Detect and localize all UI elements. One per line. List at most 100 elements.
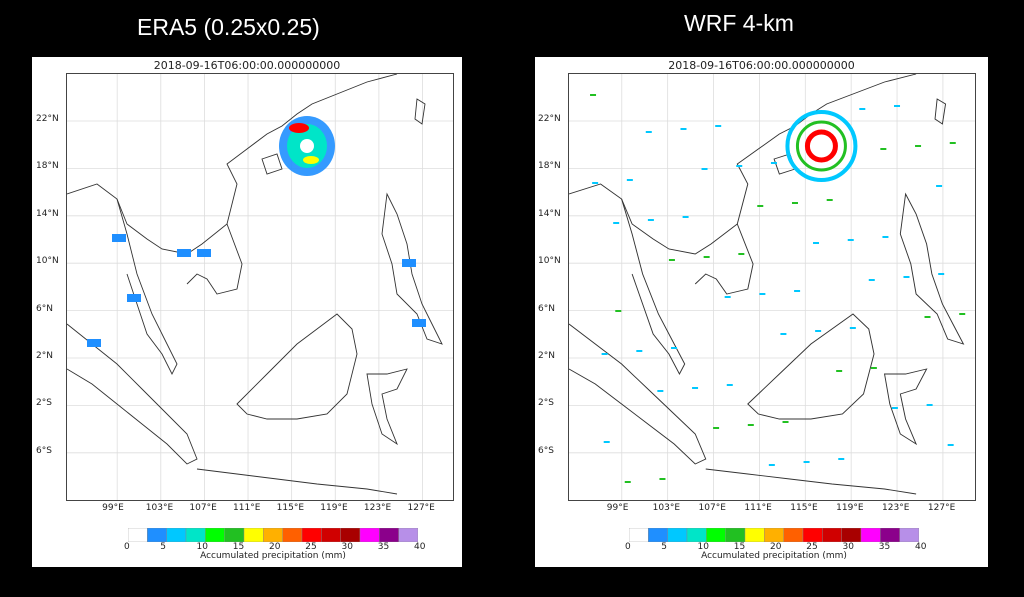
colorbar-tick: 15 — [232, 542, 245, 552]
rain-cell — [724, 296, 731, 298]
panel-heading-wrf: WRF 4-km — [684, 10, 794, 36]
colorbar-swatch — [127, 527, 148, 543]
colorbar — [127, 527, 419, 543]
rain-cell — [813, 242, 820, 244]
coastline — [196, 468, 398, 495]
rain-cell — [703, 256, 710, 258]
precipitation-field — [87, 116, 426, 347]
longitude-label: 123°E — [363, 503, 392, 513]
rain-cell — [680, 128, 687, 130]
rain-cell — [603, 441, 610, 443]
rain-cell — [636, 350, 643, 352]
coastline — [186, 223, 243, 295]
rain-cell — [659, 478, 666, 480]
graticule — [67, 74, 453, 500]
map-timestamp: 2018-09-16T06:00:00.000000000 — [153, 59, 341, 72]
colorbar-swatch — [340, 527, 361, 543]
rain-cell — [791, 202, 798, 204]
colorbar-swatch — [224, 527, 245, 543]
rain-cell — [127, 294, 141, 302]
rain-cell — [859, 108, 866, 110]
colorbar-swatch — [706, 527, 726, 543]
colorbar-tick: 40 — [915, 542, 927, 552]
colorbar — [628, 527, 920, 543]
rain-cell — [949, 142, 956, 144]
rain-cell — [838, 458, 845, 460]
colorbar-tick: 25 — [305, 542, 317, 552]
rain-cell — [849, 327, 856, 329]
colorbar-tick: 0 — [625, 542, 631, 552]
colorbar-swatch — [243, 527, 264, 543]
colorbar-swatch — [282, 527, 303, 543]
rain-cell — [936, 185, 943, 187]
colorbar-swatch — [899, 527, 920, 543]
rain-cell — [938, 273, 945, 275]
latitude-label: 2°N — [538, 351, 555, 361]
longitude-label: 103°E — [652, 503, 681, 513]
rain-cell — [826, 199, 833, 201]
rain-cell — [770, 162, 777, 164]
colorbar-swatch — [301, 527, 322, 543]
longitude-label: 119°E — [836, 503, 864, 513]
rain-cell — [782, 421, 789, 423]
longitude-label: 127°E — [927, 503, 956, 513]
rain-cell — [882, 236, 889, 238]
latitude-label: 10°N — [538, 256, 561, 267]
coastlines — [67, 74, 443, 495]
longitude-label: 115°E — [276, 503, 305, 513]
colorbar-tick: 35 — [377, 542, 390, 552]
coastline — [705, 468, 917, 495]
colorbar-tick: 20 — [770, 542, 782, 552]
latitude-label: 2°S — [538, 398, 554, 409]
longitude-label: 107°E — [698, 503, 726, 513]
colorbar-tick: 35 — [878, 542, 891, 552]
wrf-figure: 2018-09-16T06:00:00.000000000 22°N 18°N 14… — [535, 57, 988, 567]
rain-cell — [601, 353, 608, 355]
latitude-label: 14°N — [36, 208, 59, 219]
colorbar-tick: 15 — [733, 542, 746, 552]
rain-cell — [87, 339, 101, 347]
rain-cell — [713, 427, 720, 429]
latitude-label: 10°N — [36, 256, 59, 267]
typhoon-core — [804, 129, 838, 163]
coastline — [116, 198, 178, 376]
longitude-label: 119°E — [320, 503, 348, 513]
latitude-label: 2°S — [36, 398, 52, 409]
rain-cell — [768, 464, 775, 466]
rain-cell — [868, 279, 875, 281]
longitude-label: 127°E — [407, 503, 435, 513]
coastline — [899, 192, 965, 345]
rain-cell — [682, 216, 689, 218]
colorbar-swatch — [725, 527, 746, 543]
rain-cell — [759, 293, 766, 295]
longitude-label: 111°E — [233, 503, 261, 513]
rain-cell — [924, 316, 931, 318]
colorbar-tick: 40 — [414, 542, 426, 552]
rain-cell — [736, 165, 743, 167]
rain-cell — [645, 131, 652, 133]
coastline — [569, 323, 707, 465]
coastline — [569, 74, 917, 255]
rain-cell — [647, 219, 654, 221]
colorbar-swatch — [321, 527, 341, 543]
longitude-label: 103°E — [145, 503, 174, 513]
coastline — [67, 74, 398, 255]
colorbar-tick: 20 — [269, 542, 281, 552]
colorbar-swatch — [398, 527, 419, 543]
colorbar-swatch — [359, 527, 380, 543]
rain-cell — [824, 111, 831, 113]
coastline — [236, 313, 358, 420]
colorbar-swatches — [628, 527, 920, 543]
rain-cell — [626, 179, 633, 181]
colorbar-swatch — [841, 527, 862, 543]
colorbar-swatch — [783, 527, 804, 543]
graticule — [569, 74, 975, 500]
coastline — [414, 98, 426, 125]
map-canvas — [67, 74, 453, 500]
longitude-label: 123°E — [882, 503, 910, 513]
coastline — [621, 198, 686, 376]
rain-cell — [692, 387, 699, 389]
colorbar-swatch — [744, 527, 765, 543]
typhoon-rainband — [785, 110, 858, 182]
rain-cell — [726, 384, 733, 386]
